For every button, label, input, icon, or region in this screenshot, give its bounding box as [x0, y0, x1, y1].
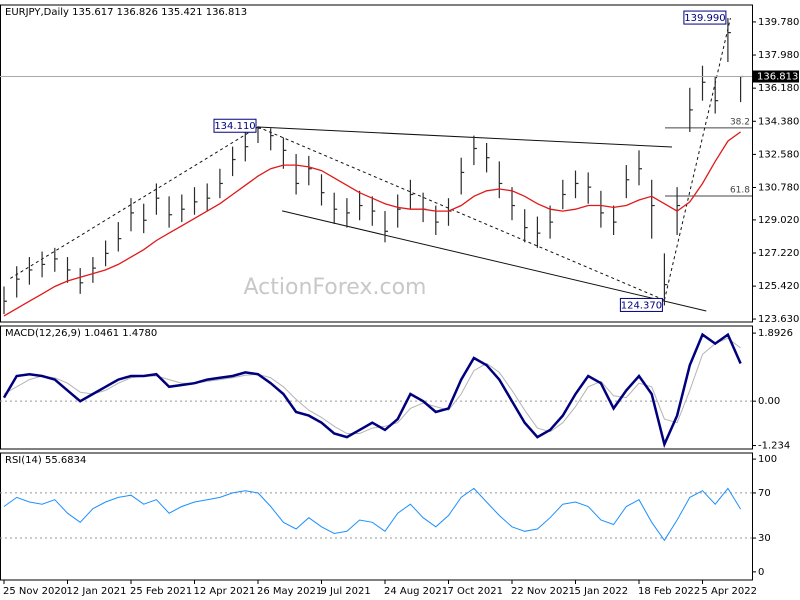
y-tick-label: 127.220: [758, 248, 799, 259]
panel-title: EURJPY,Daily 135.617 136.826 135.421 136…: [5, 7, 247, 18]
annotation-label: 139.990: [684, 13, 725, 24]
moving-average: [3, 131, 741, 317]
y-tick-label: 0.00: [758, 396, 780, 407]
panel-frame: [0, 4, 753, 323]
annotation-box: [683, 10, 727, 25]
annotation-label: 124.370: [621, 300, 662, 311]
y-tick-label: 129.020: [758, 215, 799, 226]
indicator-line: [3, 337, 741, 434]
x-tick-label: 9 Jul 2021: [321, 586, 371, 597]
indicator-line: [2, 332, 742, 449]
y-tick-label: 30: [758, 533, 771, 544]
panel-title: RSI(14) 55.6834: [5, 455, 86, 466]
last-price-label: 136.813: [757, 72, 798, 83]
indicator-line: [3, 487, 742, 542]
panel-frame: [0, 325, 753, 450]
x-tick-label: 25 Feb 2021: [130, 586, 192, 597]
trendline: [282, 210, 707, 312]
y-tick-label: 123.630: [758, 314, 799, 325]
last-price-box: [753, 70, 799, 83]
y-tick-label: 137.980: [758, 50, 799, 61]
x-tick-label: 22 Nov 2021: [511, 586, 575, 597]
y-tick-label: 132.580: [758, 149, 799, 160]
y-tick-label: 125.420: [758, 281, 799, 292]
x-tick-label: 5 Jan 2022: [575, 586, 629, 597]
y-tick-label: 100: [758, 454, 777, 465]
annotation-box: [619, 297, 663, 312]
y-tick-label: 139.780: [758, 17, 799, 28]
x-tick-label: 26 May 2021: [257, 586, 322, 597]
y-tick-label: 0: [758, 567, 764, 578]
x-tick-label: 12 Jan 2021: [67, 586, 127, 597]
watermark: ActionForex.com: [244, 275, 427, 300]
annotation-box: [213, 118, 257, 133]
panel-frame: [0, 452, 753, 581]
x-tick-label: 5 Apr 2022: [702, 586, 757, 597]
y-tick-label: 70: [758, 488, 771, 499]
y-tick-label: 130.780: [758, 183, 799, 194]
fib-label: 38.2: [730, 117, 750, 127]
panel-title: MACD(12,26,9) 1.0461 1.4780: [5, 328, 157, 339]
trendline: [663, 17, 731, 301]
y-tick-label: 136.180: [758, 83, 799, 94]
trendline: [10, 126, 259, 279]
trendline: [257, 126, 665, 301]
y-tick-label: -1.234: [758, 441, 790, 452]
x-tick-label: 7 Oct 2021: [448, 586, 503, 597]
annotation-label: 134.110: [214, 121, 255, 132]
x-tick-label: 12 Apr 2021: [194, 586, 256, 597]
x-tick-label: 24 Aug 2021: [384, 586, 448, 597]
y-tick-label: 134.380: [758, 116, 799, 127]
x-tick-label: 25 Nov 2020: [3, 586, 67, 597]
trendline: [257, 126, 673, 148]
x-tick-label: 18 Feb 2022: [638, 586, 700, 597]
y-tick-label: 1.8926: [758, 328, 793, 339]
fib-label: 61.8: [730, 185, 750, 195]
